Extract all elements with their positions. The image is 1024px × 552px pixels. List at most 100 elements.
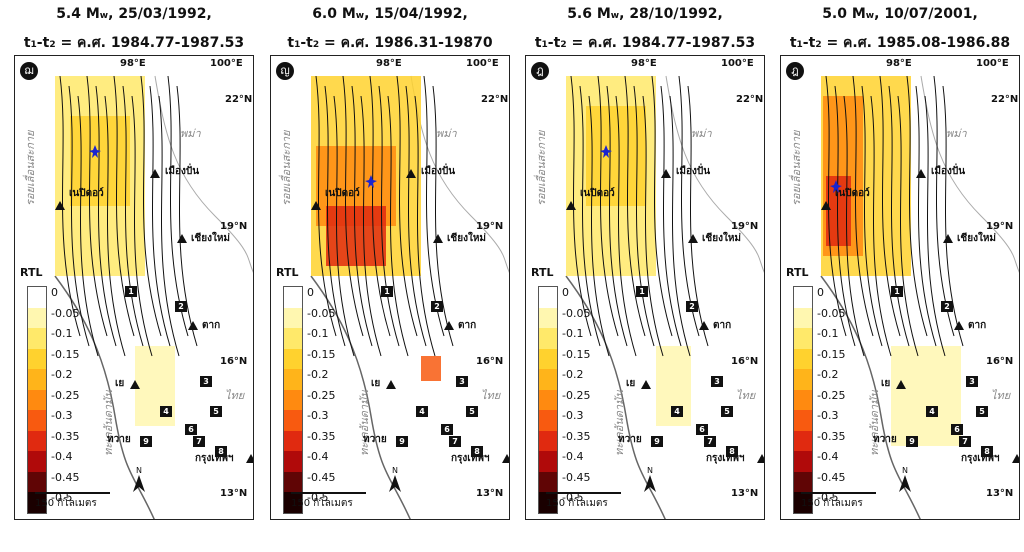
fault-line (342, 75, 364, 337)
city-label-ye: เย (371, 378, 381, 389)
fault-line (432, 85, 454, 347)
colorbar-swatch (794, 348, 812, 369)
station-marker: 7 (704, 436, 716, 447)
station-marker: 5 (466, 406, 478, 417)
panel-title-line1: 5.0 Mw, 10/07/2001, (822, 6, 978, 22)
fault-line (68, 85, 90, 347)
country-label-thailand: ไทย (481, 389, 501, 402)
fault-line (167, 75, 189, 337)
colorbar-tick-label: -0.35 (562, 429, 591, 443)
city-marker (954, 321, 964, 330)
colorbar-swatch (539, 287, 557, 308)
colorbar-swatch (28, 307, 46, 328)
fault-line (77, 95, 99, 357)
colorbar-label: RTL (276, 266, 299, 279)
colorbar-swatch (284, 410, 302, 431)
colorbar-tick-label: -0.05 (307, 306, 336, 320)
city-marker (150, 169, 160, 178)
epicenter-star (830, 180, 842, 193)
city-marker (55, 201, 65, 210)
colorbar-swatch (28, 348, 46, 369)
city-marker (406, 169, 416, 178)
colorbar-tick-label: 0 (817, 286, 824, 299)
fault-line (351, 85, 373, 347)
panel-badge: ฎ (786, 62, 804, 80)
station-marker: 3 (456, 376, 468, 387)
city-marker (311, 201, 321, 210)
city-label-muang-pan: เมืองปั่น (931, 166, 966, 177)
north-arrow-icon: N (388, 466, 402, 495)
city-label-ye: เย (626, 378, 636, 389)
colorbar-tick-label: -0.15 (562, 347, 591, 361)
fault-line (113, 75, 135, 337)
lon-label-100: 100°E (466, 58, 499, 69)
fault-line (597, 75, 619, 337)
colorbar-tick-label: -0.2 (562, 368, 584, 381)
fault-line (897, 95, 919, 357)
station-marker: 4 (926, 406, 938, 417)
fault-line (825, 75, 847, 337)
country-label-thailand: ไทย (736, 389, 756, 402)
station-marker: 6 (441, 424, 453, 435)
colorbar-label: RTL (20, 266, 43, 279)
colorbar-swatch (28, 328, 46, 349)
city-marker (130, 380, 140, 389)
colorbar-tick-label: -0.5 (307, 491, 329, 504)
colorbar-tick-label: -0.5 (562, 491, 584, 504)
lon-label-98: 98°E (631, 58, 657, 69)
fault-line (870, 95, 892, 357)
colorbar (283, 286, 303, 514)
fault-line (579, 85, 601, 347)
city-label-bangkok: กรุงเทพฯ (706, 453, 745, 464)
lon-label-100: 100°E (210, 58, 243, 69)
colorbar-tick-label: -0.45 (562, 470, 591, 484)
colorbar-swatch (284, 430, 302, 451)
panel-badge: ฎ (531, 62, 549, 80)
panel-title-line2: t1-t2 = ค.ศ. 1984.77-1987.53 (534, 35, 756, 51)
colorbar (27, 286, 47, 514)
city-marker (246, 454, 253, 463)
city-marker (1012, 454, 1019, 463)
station-marker: 5 (721, 406, 733, 417)
city-label-dawei: ทวาย (873, 434, 897, 445)
city-marker (386, 380, 396, 389)
colorbar-tick-label: -0.2 (51, 368, 73, 381)
colorbar-tick-label: -0.5 (51, 491, 73, 504)
city-label-naypyidaw: เนปิดอว์ (835, 188, 870, 199)
station-marker: 6 (696, 424, 708, 435)
station-marker: 3 (711, 376, 723, 387)
city-marker (821, 201, 831, 210)
city-label-naypyidaw: เนปิดอว์ (580, 188, 615, 199)
city-label-ye: เย (115, 378, 125, 389)
fault-line (387, 95, 409, 357)
colorbar-swatch (794, 492, 812, 513)
colorbar-tick-label: -0.25 (562, 388, 591, 402)
map-canvas (820, 75, 1019, 519)
colorbar (538, 286, 558, 514)
colorbar-swatch (794, 307, 812, 328)
colorbar-tick-label: -0.25 (817, 388, 846, 402)
map-frame: ฌ 98°E 100°E 22°N 19°N 16°N 13°N พม่า ไท… (14, 55, 254, 520)
city-marker (502, 454, 509, 463)
panel-title-line2: t1-t2 = ค.ศ. 1984.77-1987.53 (23, 35, 245, 51)
fault-line (651, 75, 673, 337)
lat-label-22: 22°N (736, 94, 764, 105)
colorbar-tick-label: -0.4 (307, 450, 329, 463)
lat-label-22: 22°N (225, 94, 253, 105)
station-marker: 9 (906, 436, 918, 447)
north-arrow-icon: N (132, 466, 146, 495)
fault-line (423, 75, 445, 337)
city-label-ye: เย (881, 378, 891, 389)
city-label-tak: ตาก (202, 320, 221, 331)
fault-line (369, 75, 391, 337)
lon-label-98: 98°E (120, 58, 146, 69)
fault-line (942, 85, 964, 347)
colorbar-swatch (794, 451, 812, 472)
epicenter-star (365, 175, 377, 188)
country-label-myanmar: พม่า (691, 127, 712, 140)
colorbar-swatch (284, 471, 302, 492)
map-canvas (565, 75, 764, 519)
lat-label-19: 19°N (731, 221, 759, 232)
fault-line (149, 85, 171, 347)
city-marker (916, 169, 926, 178)
